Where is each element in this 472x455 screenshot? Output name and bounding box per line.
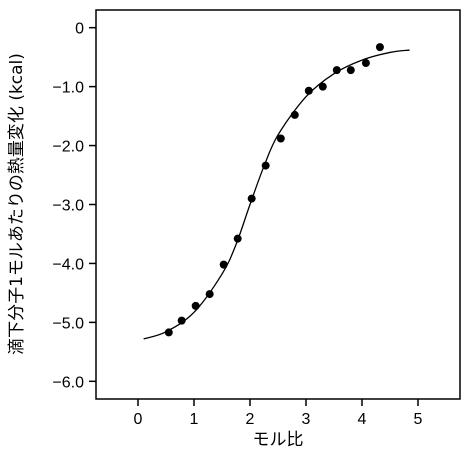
- data-point: [205, 290, 214, 299]
- data-point: [233, 234, 242, 243]
- fit-curve-layer: [143, 49, 410, 340]
- x-tick-label: 4: [358, 411, 367, 428]
- x-axis-title: モル比: [253, 430, 304, 450]
- data-point: [219, 260, 228, 269]
- data-points-layer: [164, 43, 384, 337]
- x-tick-label: 0: [134, 411, 143, 428]
- data-point: [361, 59, 370, 68]
- data-point: [375, 43, 384, 52]
- data-point: [177, 316, 186, 325]
- y-tick-label: 0: [75, 21, 84, 38]
- x-tick-label: 1: [190, 411, 199, 428]
- x-tick-label: 5: [414, 411, 423, 428]
- x-axis: 0 1 2 3 4 5: [134, 399, 423, 428]
- data-point: [276, 134, 285, 143]
- y-tick-label: −3.0: [52, 198, 84, 215]
- data-point: [290, 110, 299, 119]
- data-point: [191, 301, 200, 310]
- data-point: [261, 161, 270, 170]
- data-point: [332, 66, 341, 75]
- data-point: [346, 66, 355, 75]
- x-tick-label: 2: [246, 411, 255, 428]
- plot-frame: [95, 9, 461, 400]
- x-tick-label: 3: [302, 411, 311, 428]
- y-axis: 0 −1.0 −2.0 −3.0 −4.0 −5.0 −6.0: [52, 21, 96, 391]
- fit-curve: [143, 49, 410, 340]
- y-tick-label: −2.0: [52, 139, 84, 156]
- y-tick-label: −5.0: [52, 315, 84, 332]
- data-point: [318, 82, 327, 91]
- y-axis-title: 滴下分子1モルあたりの熱量変化 (kcal): [7, 53, 27, 355]
- y-tick-label: −1.0: [52, 80, 84, 97]
- data-point: [247, 194, 256, 203]
- y-tick-label: −4.0: [52, 256, 84, 273]
- data-point: [164, 328, 173, 337]
- data-point: [304, 86, 313, 95]
- y-tick-label: −6.0: [52, 374, 84, 391]
